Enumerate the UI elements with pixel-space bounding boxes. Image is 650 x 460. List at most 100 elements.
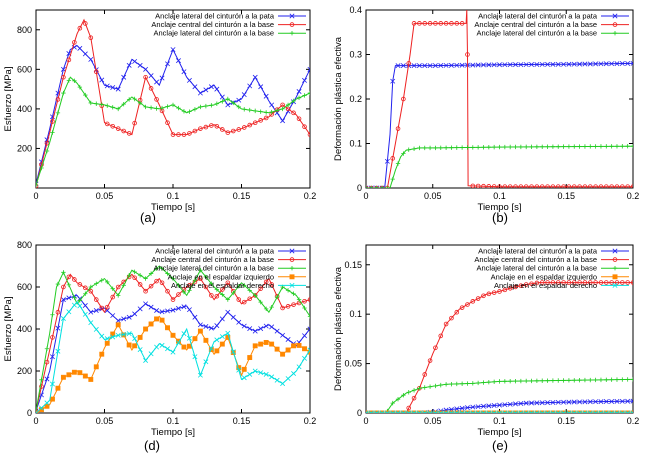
data-point (481, 145, 486, 150)
data-point (115, 322, 121, 328)
data-point (582, 184, 588, 188)
x-tick-label: 0 (363, 416, 368, 426)
data-point (614, 410, 620, 413)
data-point (302, 124, 307, 129)
data-point (620, 144, 625, 149)
y-tick-label: 0.15 (344, 260, 362, 270)
data-point (159, 105, 165, 111)
data-point (148, 73, 154, 79)
y-axis-label: Esfuerzo [MPa] (3, 297, 14, 362)
data-point (459, 410, 465, 413)
panel-label: (b) (492, 210, 508, 225)
y-tick-label: 800 (17, 25, 32, 35)
data-point (449, 145, 454, 150)
data-point (475, 183, 481, 188)
data-point (609, 410, 615, 413)
data-point (132, 336, 138, 342)
y-axis-label: Deformación plástica efectiva (333, 36, 344, 161)
data-point (480, 62, 486, 68)
data-point (502, 402, 508, 408)
series-5 (366, 410, 633, 413)
data-point (66, 295, 72, 301)
data-point (540, 144, 545, 149)
data-point (625, 398, 631, 404)
data-point (192, 278, 198, 283)
data-point (55, 281, 61, 287)
data-point (384, 158, 390, 164)
data-point (72, 277, 77, 282)
data-point (280, 106, 285, 112)
data-point (66, 282, 72, 288)
data-point (176, 283, 181, 288)
data-point (170, 132, 176, 137)
data-point (176, 132, 181, 137)
data-point (630, 143, 633, 149)
data-point (72, 295, 77, 300)
data-point (110, 334, 116, 340)
data-point (497, 379, 502, 384)
data-point (285, 102, 291, 108)
data-point (192, 128, 198, 134)
data-point (433, 21, 438, 26)
data-point (422, 372, 428, 377)
data-point (143, 358, 149, 363)
data-point (154, 316, 160, 322)
data-point (502, 144, 508, 150)
data-point (582, 377, 588, 383)
data-point (604, 184, 609, 188)
data-point (603, 280, 609, 285)
data-point (539, 61, 545, 67)
data-point (614, 144, 620, 149)
data-point (545, 410, 551, 413)
data-point (198, 268, 203, 273)
data-point (545, 144, 550, 149)
data-point (77, 25, 83, 31)
legend-label: Anclaje en el espaldar izquierdo (168, 272, 274, 281)
data-point (263, 110, 269, 115)
data-point (55, 325, 61, 331)
series-line (36, 273, 310, 412)
data-point (236, 127, 242, 132)
data-point (582, 61, 588, 67)
data-point (577, 61, 583, 67)
legend-label: Anclaje lateral del cinturón a la pata (155, 12, 275, 21)
data-point (165, 325, 170, 331)
data-point (550, 280, 556, 285)
data-point (225, 96, 230, 102)
legend-marker (289, 266, 295, 271)
x-axis-label: Tiempo [s] (151, 427, 195, 438)
data-point (486, 379, 492, 385)
data-point (416, 63, 422, 69)
data-point (55, 309, 61, 315)
data-point (459, 381, 465, 386)
data-point (593, 184, 598, 188)
data-point (258, 286, 263, 291)
data-point (518, 401, 524, 406)
data-point (507, 62, 513, 68)
y-tick-label: 0.2 (349, 94, 362, 104)
data-point (192, 336, 198, 342)
data-point (518, 184, 524, 188)
data-point (481, 293, 486, 299)
data-point (197, 372, 203, 378)
data-point (269, 304, 274, 310)
data-point (214, 293, 220, 299)
data-point (175, 58, 181, 64)
data-point (465, 381, 470, 386)
y-tick-label: 800 (17, 240, 32, 250)
data-point (220, 292, 225, 297)
data-point (165, 346, 171, 352)
data-point (50, 130, 55, 135)
data-point (99, 333, 105, 339)
data-point (593, 144, 598, 149)
data-point (99, 77, 105, 83)
data-point (187, 283, 192, 288)
data-point (253, 108, 258, 114)
data-point (433, 145, 438, 151)
data-point (302, 355, 308, 361)
data-point (448, 62, 454, 68)
legend-label: Anclaje lateral del cinturón a la base (154, 264, 275, 273)
data-point (247, 371, 253, 377)
data-point (263, 279, 269, 285)
